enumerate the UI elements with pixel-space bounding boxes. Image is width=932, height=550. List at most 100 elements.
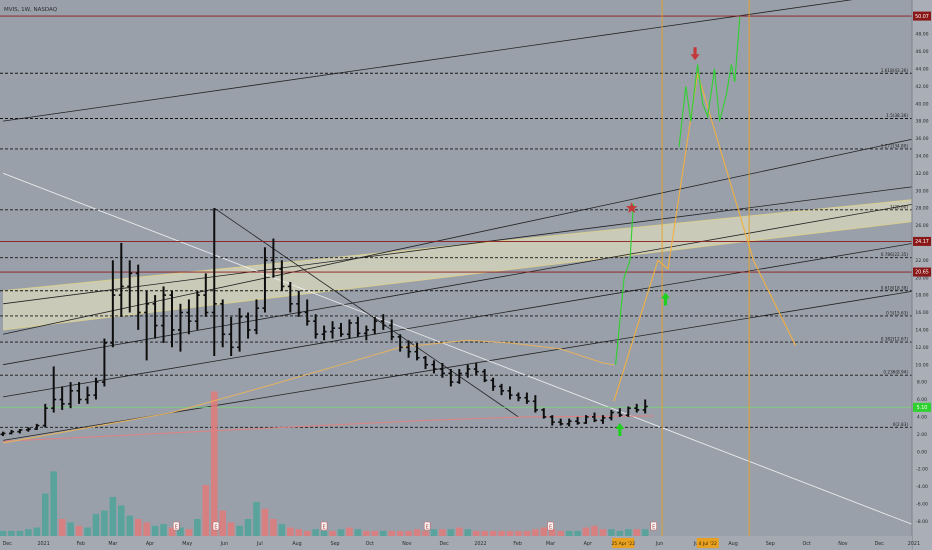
channel-line[interactable] [2, 242, 916, 398]
ohlc-bar[interactable] [101, 338, 107, 387]
ohlc-bar[interactable] [431, 360, 437, 374]
ohlc-bar[interactable] [186, 299, 192, 335]
earnings-flag-icon[interactable] [650, 521, 657, 531]
ohlc-bar[interactable] [600, 415, 606, 424]
ohlc-bar[interactable] [135, 264, 141, 330]
moving-average-line[interactable] [2, 339, 614, 444]
ohlc-bar[interactable] [549, 415, 555, 426]
ohlc-bar[interactable] [270, 238, 276, 278]
projection-bars[interactable] [678, 16, 741, 148]
ohlc-bar[interactable] [237, 308, 243, 352]
earnings-flag-icon[interactable] [547, 521, 554, 531]
date-tag[interactable] [696, 538, 719, 548]
ohlc-bar[interactable] [515, 392, 521, 402]
ohlc-bar[interactable] [634, 403, 640, 413]
ohlc-bar[interactable] [380, 314, 386, 330]
ohlc-bar[interactable] [558, 418, 564, 426]
ohlc-bar[interactable] [346, 319, 352, 339]
ohlc-bar[interactable] [177, 303, 183, 352]
ohlc-bar[interactable] [194, 290, 200, 330]
ohlc-bar[interactable] [465, 364, 471, 378]
date-tag[interactable] [612, 538, 635, 548]
ohlc-bar[interactable] [25, 427, 31, 432]
moving-average-line[interactable] [2, 415, 654, 442]
ohlc-bar[interactable] [482, 369, 488, 383]
ohlc-bar[interactable] [211, 208, 217, 356]
arrow-down-icon[interactable] [690, 47, 700, 61]
earnings-flag-icon[interactable] [320, 521, 328, 531]
ohlc-bar[interactable] [490, 377, 496, 391]
trend-line[interactable] [2, 172, 916, 527]
ohlc-bar[interactable] [8, 429, 14, 435]
projection-path[interactable] [613, 73, 797, 402]
ohlc-bar[interactable] [59, 386, 65, 410]
ohlc-bar[interactable] [152, 295, 158, 339]
ohlc-bar[interactable] [566, 418, 572, 427]
ohlc-bar[interactable] [532, 395, 538, 413]
price-tag[interactable] [913, 11, 931, 21]
ohlc-bar[interactable] [541, 408, 547, 419]
ohlc-bar[interactable] [448, 369, 454, 387]
price-tag[interactable] [913, 267, 931, 277]
ohlc-bar[interactable] [51, 366, 57, 413]
ohlc-bar[interactable] [507, 386, 513, 400]
ohlc-bar[interactable] [127, 260, 133, 313]
ohlc-bar[interactable] [372, 316, 378, 335]
earnings-flag-icon[interactable] [423, 521, 431, 531]
ohlc-bar[interactable] [110, 260, 116, 348]
ohlc-bar[interactable] [85, 386, 90, 404]
ohlc-bar[interactable] [338, 322, 344, 337]
ohlc-bar[interactable] [456, 369, 462, 384]
earnings-flag-icon[interactable] [172, 521, 180, 531]
ohlc-bar[interactable] [254, 299, 259, 335]
star-icon[interactable] [626, 202, 638, 213]
ohlc-bar[interactable] [423, 356, 428, 370]
projection-bars[interactable] [615, 203, 634, 365]
ohlc-bar[interactable] [499, 383, 505, 396]
ohlc-bar[interactable] [76, 382, 82, 404]
ohlc-bar[interactable] [389, 319, 395, 341]
ohlc-bar[interactable] [118, 242, 124, 317]
ohlc-bar[interactable] [203, 273, 209, 317]
ohlc-bar[interactable] [0, 431, 6, 437]
ohlc-bar[interactable] [262, 247, 268, 313]
arrow-up-icon[interactable] [615, 422, 625, 436]
ohlc-bar[interactable] [42, 403, 48, 428]
ohlc-bar[interactable] [617, 408, 623, 417]
ohlc-bar[interactable] [144, 290, 150, 361]
price-tag[interactable] [913, 402, 931, 412]
ohlc-bar[interactable] [220, 299, 226, 348]
ohlc-bar[interactable] [287, 282, 293, 313]
ohlc-bar[interactable] [583, 415, 589, 424]
channel-line[interactable] [2, 0, 916, 122]
ohlc-bar[interactable] [296, 290, 302, 317]
ohlc-bar[interactable] [642, 399, 648, 414]
ohlc-bar[interactable] [363, 325, 369, 341]
ohlc-bar[interactable] [161, 286, 167, 343]
ohlc-bar[interactable] [330, 321, 336, 339]
ohlc-bar[interactable] [93, 377, 99, 400]
ohlc-bar[interactable] [279, 260, 285, 291]
ohlc-bar[interactable] [313, 314, 319, 339]
ohlc-bar[interactable] [473, 362, 479, 376]
ohlc-bar[interactable] [575, 416, 581, 425]
ohlc-bar[interactable] [406, 340, 412, 358]
ohlc-bar[interactable] [355, 316, 361, 337]
ohlc-bar[interactable] [414, 342, 420, 361]
trend-line[interactable] [214, 207, 519, 418]
ohlc-bar[interactable] [304, 299, 310, 326]
ohlc-bar[interactable] [34, 423, 40, 430]
ohlc-bar[interactable] [17, 429, 23, 434]
ohlc-bar[interactable] [397, 334, 403, 352]
channel-line[interactable] [2, 185, 916, 305]
ohlc-bar[interactable] [625, 406, 631, 417]
ohlc-bar[interactable] [592, 412, 597, 423]
ohlc-bar[interactable] [169, 290, 175, 348]
ohlc-bar[interactable] [228, 316, 234, 356]
price-tag[interactable] [913, 236, 931, 246]
ohlc-bar[interactable] [245, 312, 251, 339]
ohlc-bar[interactable] [321, 325, 327, 341]
ohlc-bar[interactable] [608, 409, 614, 421]
arrow-up-icon[interactable] [660, 292, 670, 306]
